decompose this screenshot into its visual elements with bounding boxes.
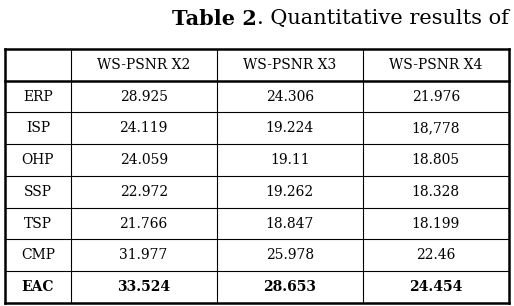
Text: 24.306: 24.306 xyxy=(266,90,314,104)
Text: . Quantitative results of WS-PSNR: . Quantitative results of WS-PSNR xyxy=(257,9,514,28)
Text: 19.11: 19.11 xyxy=(270,153,309,167)
Text: SSP: SSP xyxy=(24,185,52,199)
Text: 33.524: 33.524 xyxy=(117,280,170,294)
Text: 18.199: 18.199 xyxy=(412,217,460,231)
Text: 24.119: 24.119 xyxy=(119,121,168,135)
Text: EAC: EAC xyxy=(22,280,54,294)
Text: CMP: CMP xyxy=(21,248,55,262)
Text: 21.766: 21.766 xyxy=(120,217,168,231)
Text: 18.847: 18.847 xyxy=(266,217,314,231)
Text: 22.972: 22.972 xyxy=(120,185,168,199)
Text: TSP: TSP xyxy=(24,217,52,231)
Text: 21.976: 21.976 xyxy=(412,90,460,104)
Text: WS-PSNR X2: WS-PSNR X2 xyxy=(97,58,190,72)
Text: 24.454: 24.454 xyxy=(409,280,463,294)
Text: ISP: ISP xyxy=(26,121,50,135)
Text: Table 2. Quantitative results of WS-PSNR: Table 2. Quantitative results of WS-PSNR xyxy=(36,9,478,28)
Text: 18,778: 18,778 xyxy=(412,121,460,135)
Text: 28.925: 28.925 xyxy=(120,90,168,104)
Text: WS-PSNR X4: WS-PSNR X4 xyxy=(389,58,483,72)
Text: OHP: OHP xyxy=(22,153,54,167)
Text: Table 2: Table 2 xyxy=(172,9,257,29)
Text: 24.059: 24.059 xyxy=(120,153,168,167)
Text: 28.653: 28.653 xyxy=(263,280,316,294)
Text: 18.805: 18.805 xyxy=(412,153,460,167)
Text: 19.262: 19.262 xyxy=(266,185,314,199)
Text: WS-PSNR X3: WS-PSNR X3 xyxy=(243,58,336,72)
Text: 22.46: 22.46 xyxy=(416,248,455,262)
Text: ERP: ERP xyxy=(23,90,53,104)
Text: 19.224: 19.224 xyxy=(266,121,314,135)
Text: 31.977: 31.977 xyxy=(119,248,168,262)
Text: 18.328: 18.328 xyxy=(412,185,460,199)
Text: 25.978: 25.978 xyxy=(266,248,314,262)
